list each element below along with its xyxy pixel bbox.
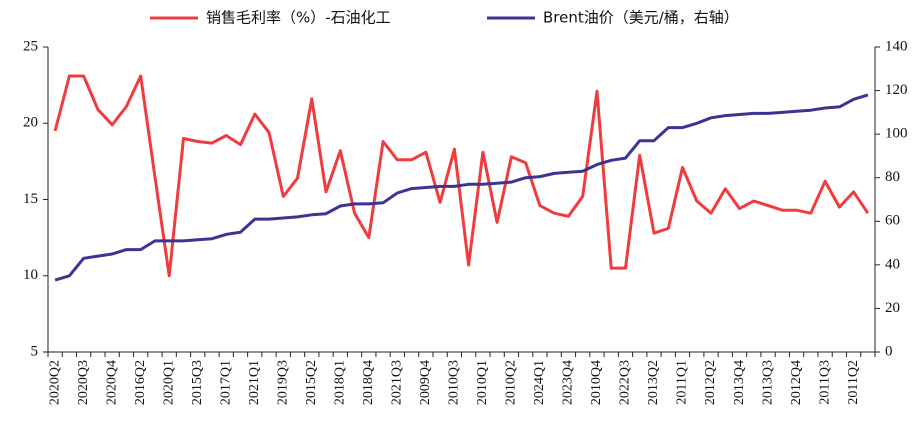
x-tick-label: 2011Q1	[675, 360, 690, 405]
y2-tick-label: 140	[885, 38, 908, 54]
x-tick-label: 2013Q2	[646, 360, 661, 405]
y-tick-label: 15	[23, 191, 38, 207]
x-tick-label: 2020Q3	[76, 360, 91, 405]
legend-label: 销售毛利率（%）-石油化工	[206, 9, 391, 27]
x-tick-label: 2023Q4	[561, 360, 576, 405]
x-tick-label: 2018Q1	[333, 360, 348, 405]
x-tick-label: 2021Q1	[247, 360, 262, 405]
x-tick-label: 2017Q1	[218, 360, 233, 405]
x-tick-label: 2020Q4	[104, 360, 119, 405]
x-tick-label: 2021Q3	[390, 360, 405, 405]
y2-tick-label: 0	[885, 343, 893, 359]
x-tick-label: 2011Q3	[817, 360, 832, 405]
y-tick-label: 20	[23, 115, 38, 131]
y2-tick-label: 80	[885, 169, 900, 185]
x-tick-label: 2013Q3	[760, 360, 775, 405]
series-line	[53, 74, 870, 278]
x-tick-label: 2010Q4	[589, 360, 604, 405]
x-tick-label: 2012Q2	[703, 360, 718, 405]
x-tick-label: 2011Q2	[846, 360, 861, 405]
x-tick-label: 2010Q2	[504, 360, 519, 405]
y-tick-label: 5	[31, 343, 39, 359]
y2-tick-label: 20	[885, 300, 900, 316]
x-tick-label: 2015Q3	[190, 360, 205, 405]
series-line	[54, 93, 869, 282]
x-tick-label: 2010Q3	[447, 360, 462, 405]
y2-tick-label: 40	[885, 256, 900, 272]
x-tick-label: 2022Q3	[618, 360, 633, 405]
x-tick-label: 2010Q1	[475, 360, 490, 405]
x-tick-label: 2024Q1	[532, 360, 547, 405]
y2-tick-label: 60	[885, 213, 900, 229]
x-tick-label: 2016Q2	[133, 360, 148, 405]
y2-tick-label: 100	[885, 126, 908, 142]
legend-label: Brent油价（美元/桶，右轴）	[543, 9, 739, 27]
x-tick-label: 2019Q3	[275, 360, 290, 405]
x-tick-label: 2020Q2	[47, 360, 62, 405]
x-tick-label: 2015Q2	[304, 360, 319, 405]
y-tick-label: 10	[23, 267, 38, 283]
x-tick-label: 2018Q4	[361, 360, 376, 405]
x-tick-label: 2020Q1	[161, 360, 176, 405]
y2-tick-label: 120	[885, 82, 908, 98]
y-tick-label: 25	[23, 38, 38, 54]
x-tick-label: 2013Q4	[732, 360, 747, 405]
x-tick-label: 2009Q4	[418, 360, 433, 405]
x-tick-label: 2012Q4	[789, 360, 804, 405]
